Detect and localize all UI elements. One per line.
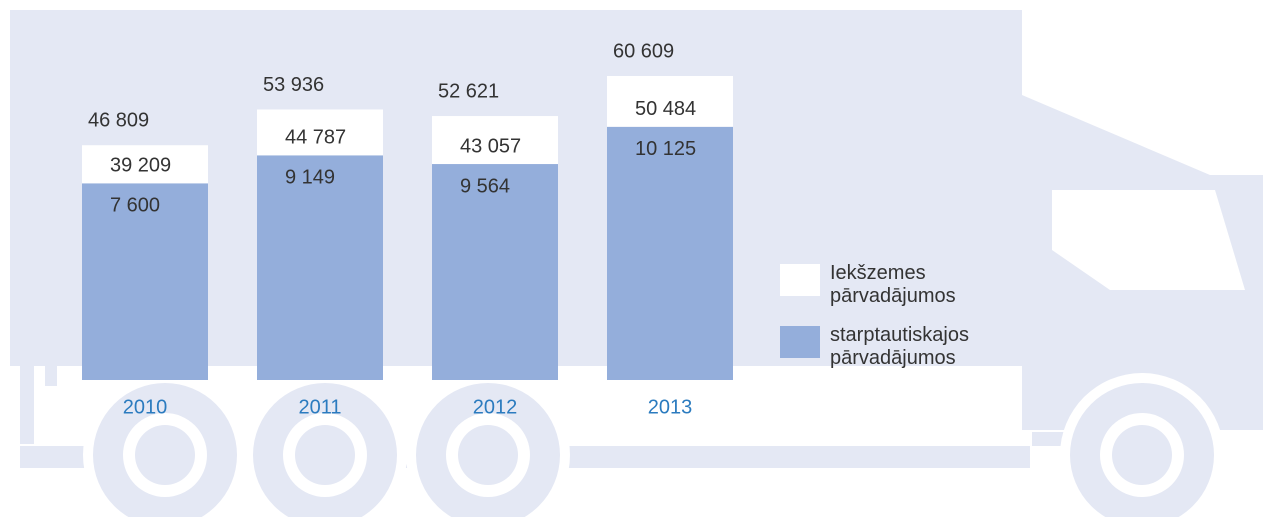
value-label: 43 057 — [460, 135, 521, 157]
legend-label: starptautiskajos pārvadājumos — [830, 324, 1000, 370]
total-label: 53 936 — [263, 74, 324, 96]
legend-item: starptautiskajos pārvadājumos — [780, 324, 1000, 370]
value-label: 39 209 — [110, 155, 171, 177]
x-tick-label: 2013 — [648, 396, 693, 418]
page: 39 209 7 600 46 809 2010 44 787 9 149 53 936 20… — [0, 0, 1263, 517]
total-label: 52 621 — [438, 80, 499, 102]
x-tick-label: 2010 — [123, 396, 168, 418]
bar-segment — [607, 127, 733, 380]
legend-swatch — [780, 326, 820, 358]
chart: 39 209 7 600 46 809 2010 44 787 9 149 53 936 20… — [0, 0, 1263, 517]
value-label: 9 149 — [285, 167, 335, 189]
value-label: 7 600 — [110, 195, 160, 217]
value-label: 50 484 — [635, 98, 696, 120]
legend-label: Iekšzemes pārvadājumos — [830, 262, 1000, 308]
legend-swatch — [780, 264, 820, 296]
x-tick-label: 2011 — [298, 396, 341, 418]
value-label: 44 787 — [285, 127, 346, 149]
total-label: 60 609 — [613, 40, 674, 62]
legend-item: Iekšzemes pārvadājumos — [780, 262, 1000, 308]
value-label: 9 564 — [460, 175, 510, 197]
bar-segment — [257, 155, 383, 380]
x-tick-label: 2012 — [473, 396, 518, 418]
total-label: 46 809 — [88, 109, 149, 131]
value-label: 10 125 — [635, 138, 696, 160]
